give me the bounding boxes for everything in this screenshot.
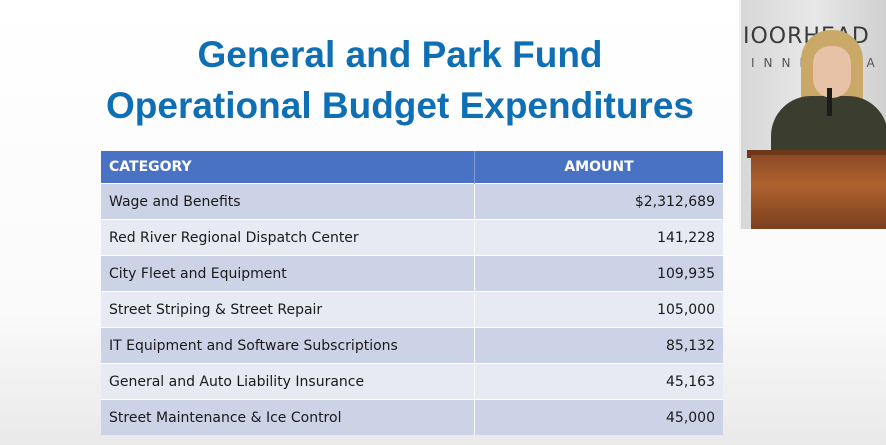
amount-cell: 85,132 xyxy=(474,327,723,364)
category-cell: Street Maintenance & Ice Control xyxy=(101,399,475,435)
podium-top xyxy=(747,150,886,158)
slide-title-line-1: General and Park Fund xyxy=(197,34,603,75)
table-row: Street Striping & Street Repair 105,000 xyxy=(101,291,723,328)
category-cell: Wage and Benefits xyxy=(101,183,475,220)
slide-title-line-2: Operational Budget Expenditures xyxy=(106,85,694,126)
amount-cell: 109,935 xyxy=(474,255,723,292)
category-cell: Street Striping & Street Repair xyxy=(101,291,475,328)
amount-cell: $2,312,689 xyxy=(474,183,723,220)
table-row: IT Equipment and Software Subscriptions … xyxy=(101,327,723,364)
category-cell: Red River Regional Dispatch Center xyxy=(101,219,475,256)
budget-table: CATEGORY AMOUNT Wage and Benefits $2,312… xyxy=(101,151,723,435)
table-row: Street Maintenance & Ice Control 45,000 xyxy=(101,399,723,435)
table-row: General and Auto Liability Insurance 45,… xyxy=(101,363,723,400)
amount-cell: 105,000 xyxy=(474,291,723,328)
speaker-face xyxy=(813,46,851,98)
speaker-video-inset: IOORHEAD INNESOTA xyxy=(739,0,886,229)
category-cell: City Fleet and Equipment xyxy=(101,255,475,292)
category-cell: General and Auto Liability Insurance xyxy=(101,363,475,400)
podium xyxy=(751,155,886,229)
category-column-header: CATEGORY xyxy=(101,151,475,184)
table-row: Red River Regional Dispatch Center 141,2… xyxy=(101,219,723,256)
table-row: Wage and Benefits $2,312,689 xyxy=(101,183,723,220)
amount-column-header: AMOUNT xyxy=(474,151,723,184)
microphone-icon xyxy=(827,88,832,116)
table-header-row: CATEGORY AMOUNT xyxy=(101,151,723,184)
amount-cell: 45,163 xyxy=(474,363,723,400)
amount-cell: 45,000 xyxy=(474,399,723,435)
category-cell: IT Equipment and Software Subscriptions xyxy=(101,327,475,364)
table-row: City Fleet and Equipment 109,935 xyxy=(101,255,723,292)
amount-cell: 141,228 xyxy=(474,219,723,256)
